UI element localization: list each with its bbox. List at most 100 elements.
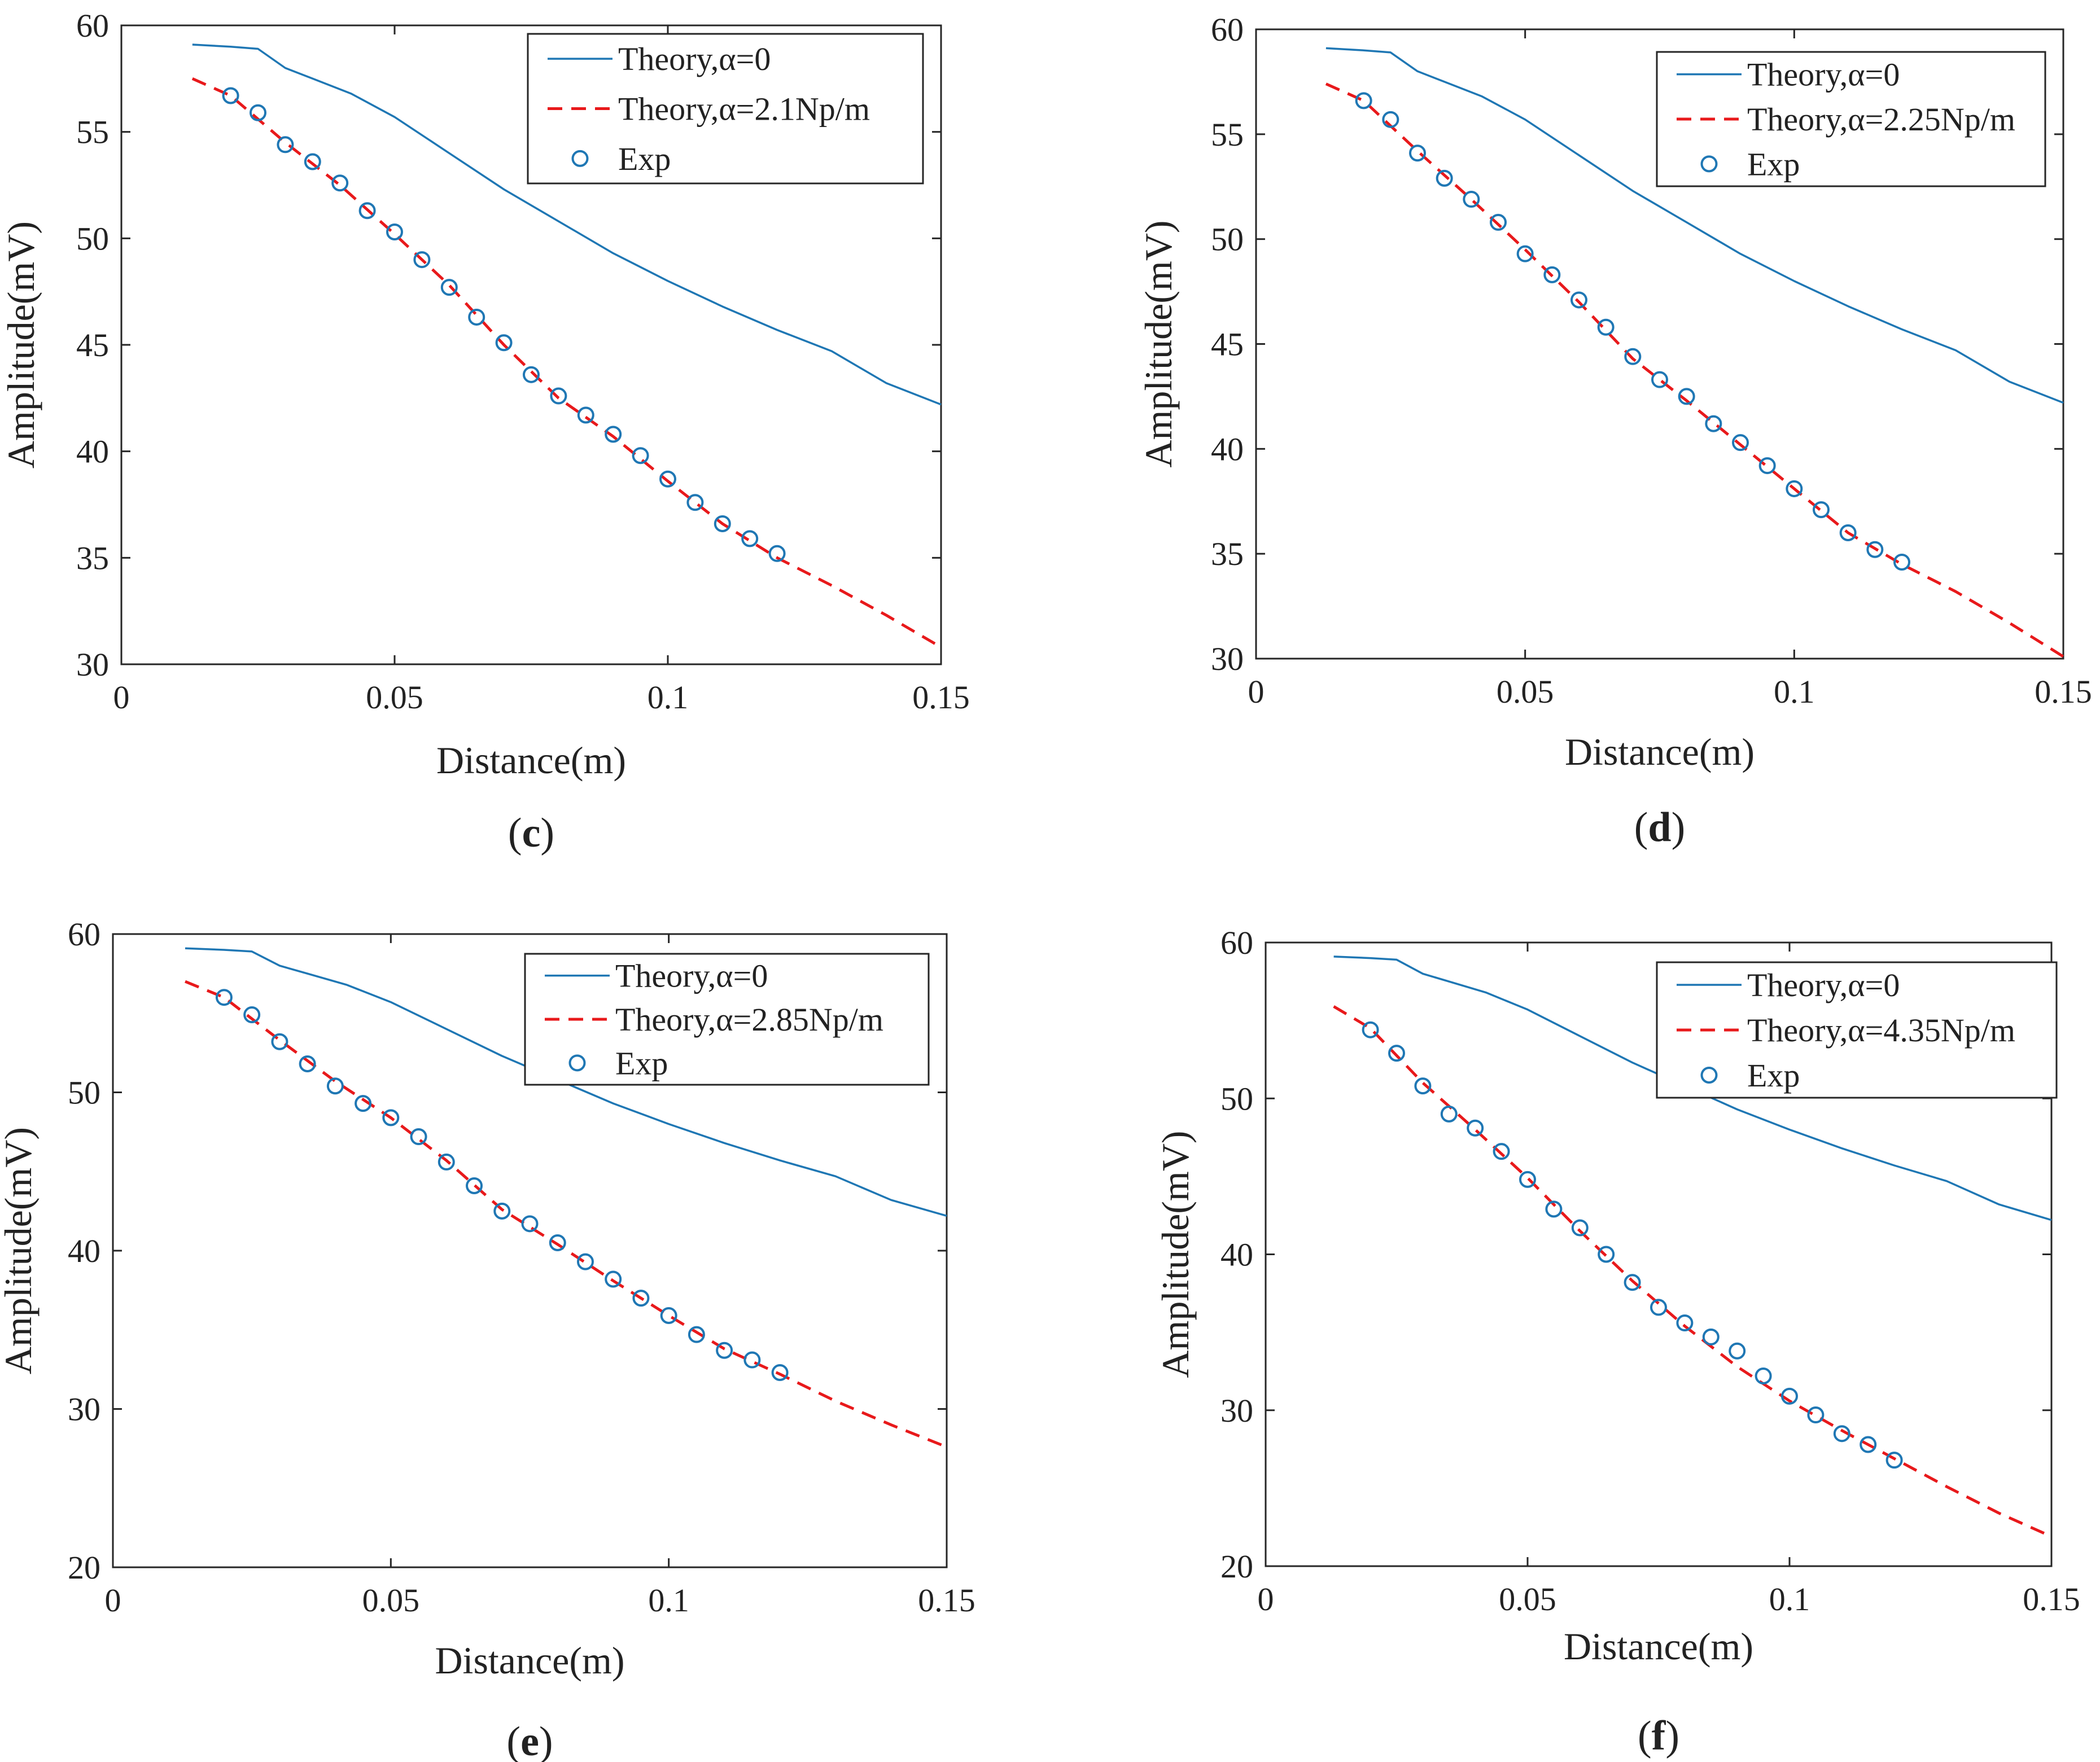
exp-data-point <box>1676 1314 1694 1332</box>
exp-data-point <box>1355 92 1372 109</box>
legend-entry-label: Theory,α=0 <box>1747 967 1900 1003</box>
exp-data-point <box>1409 144 1426 162</box>
theory-lossless-line <box>192 43 942 406</box>
exp-data-point <box>1650 1299 1667 1316</box>
exp-data-point <box>1813 501 1830 519</box>
exp-data-point <box>277 136 294 154</box>
legend-swatch-exp <box>1700 155 1718 173</box>
legend-entry-label: Exp <box>1747 1057 1800 1094</box>
theory-lossless-line <box>1333 955 2052 1221</box>
x-tick-label: 0.05 <box>362 1582 420 1619</box>
legend-entry-label: Theory,α=4.35Np/m <box>1747 1012 2015 1049</box>
x-tick-label: 0 <box>1258 1581 1274 1618</box>
legend: Theory,α=0 Theory,α=4.35Np/m Exp <box>1656 961 2058 1099</box>
exp-data-point <box>1516 245 1534 262</box>
y-tick-label: 60 <box>1220 924 1253 961</box>
exp-data-point <box>1860 1436 1877 1453</box>
chart-panel-e: 0 0.05 0.1 0.15 20 30 40 50 60 Distance(m) Amplitu… <box>0 916 975 1762</box>
exp-data-point <box>440 279 458 296</box>
exp-data-point <box>1885 1452 1903 1469</box>
y-tick-label: 40 <box>1220 1237 1253 1273</box>
exp-data-point <box>1833 1425 1850 1443</box>
y-tick-label: 50 <box>68 1075 100 1111</box>
legend-entry-label: Theory,α=2.25Np/m <box>1747 101 2015 138</box>
exp-data-point <box>576 1253 594 1270</box>
exp-data-point <box>1732 434 1749 452</box>
exp-data-point <box>326 1077 344 1095</box>
exp-data-point <box>1702 1328 1720 1345</box>
legend-entry-label: Theory,α=0 <box>618 41 771 77</box>
y-axis-label: Amplitude(mV) <box>0 221 42 468</box>
y-tick-label: 55 <box>76 114 109 151</box>
exp-data-point <box>438 1153 455 1171</box>
exp-data-point <box>1866 541 1884 558</box>
exp-data-point <box>1545 1200 1563 1218</box>
x-tick-label: 0.1 <box>1774 673 1815 710</box>
theory-attenuated-line <box>1333 1005 2053 1538</box>
x-axis-label: Distance(m) <box>1564 1625 1753 1668</box>
chart-panel-d: 0 0.05 0.1 0.15 30 35 40 45 50 55 60 Distance(m) Amp… <box>1137 11 2092 851</box>
exp-data-point <box>222 87 239 104</box>
exp-data-point <box>577 406 594 424</box>
x-tick-label: 0.05 <box>1499 1581 1556 1618</box>
exp-data-point <box>1781 1387 1798 1405</box>
legend-entry-label: Exp <box>615 1045 668 1081</box>
exp-data-point <box>771 1364 789 1381</box>
exp-data-point <box>250 104 266 121</box>
exp-data-point <box>1463 191 1480 208</box>
legend-entry-label: Theory,α=2.85Np/m <box>615 1001 883 1038</box>
y-tick-label: 50 <box>76 220 109 257</box>
exp-data-point <box>1436 169 1453 187</box>
y-axis-label: Amplitude(mV) <box>1137 220 1180 467</box>
exp-data-point <box>1651 371 1668 388</box>
y-tick-label: 40 <box>1211 431 1244 467</box>
legend-swatch-exp <box>568 1054 586 1072</box>
exp-data-point <box>1758 457 1776 475</box>
exp-data-point <box>304 153 321 170</box>
exp-data-point <box>1624 348 1642 365</box>
exp-data-point <box>1678 388 1695 405</box>
panel-caption: (c) <box>508 810 554 856</box>
panel-caption: (e) <box>506 1719 553 1762</box>
y-tick-label: 20 <box>68 1549 100 1586</box>
exp-data-point <box>743 1351 761 1369</box>
exp-data-point <box>1807 1406 1825 1424</box>
theory-lossless-line <box>185 947 947 1217</box>
legend-entry-label: Exp <box>1747 146 1800 182</box>
legend-entry-label: Exp <box>618 141 671 177</box>
exp-data-point <box>605 1270 622 1288</box>
x-tick-label: 0.05 <box>1497 673 1554 710</box>
exp-data-point <box>382 1109 400 1127</box>
legend: Theory,α=0 Theory,α=2.1Np/m Exp <box>527 33 924 185</box>
legend: Theory,α=0 Theory,α=2.85Np/m Exp <box>524 953 930 1086</box>
y-tick-label: 55 <box>1211 116 1244 153</box>
exp-data-point <box>1597 318 1615 336</box>
exp-data-point <box>271 1033 288 1050</box>
exp-data-point <box>521 1215 539 1233</box>
x-tick-label: 0.1 <box>648 679 689 716</box>
exp-data-point <box>1729 1342 1746 1360</box>
exp-data-point <box>1362 1021 1379 1038</box>
exp-data-point <box>1467 1119 1484 1137</box>
y-tick-label: 30 <box>76 646 109 683</box>
exp-data-point <box>660 1307 677 1325</box>
exp-data-point <box>493 1202 511 1220</box>
exp-data-point <box>688 1326 705 1343</box>
exp-data-point <box>741 530 759 547</box>
x-tick-label: 0.15 <box>912 679 970 716</box>
exp-data-point <box>714 515 731 532</box>
exp-data-point <box>1624 1274 1641 1291</box>
theory-lossless-line <box>1325 47 2064 404</box>
exp-data-point <box>468 308 485 326</box>
y-tick-label: 35 <box>76 540 109 576</box>
y-tick-label: 60 <box>68 916 100 953</box>
panel-caption: (d) <box>1634 804 1685 851</box>
x-tick-label: 0.15 <box>2035 673 2092 710</box>
exp-data-point <box>413 251 431 269</box>
x-tick-label: 0 <box>1248 673 1265 710</box>
panel-caption: (f) <box>1638 1713 1679 1759</box>
exp-data-point <box>632 447 649 464</box>
exp-data-point <box>1388 1045 1405 1062</box>
x-tick-label: 0.05 <box>366 679 423 716</box>
